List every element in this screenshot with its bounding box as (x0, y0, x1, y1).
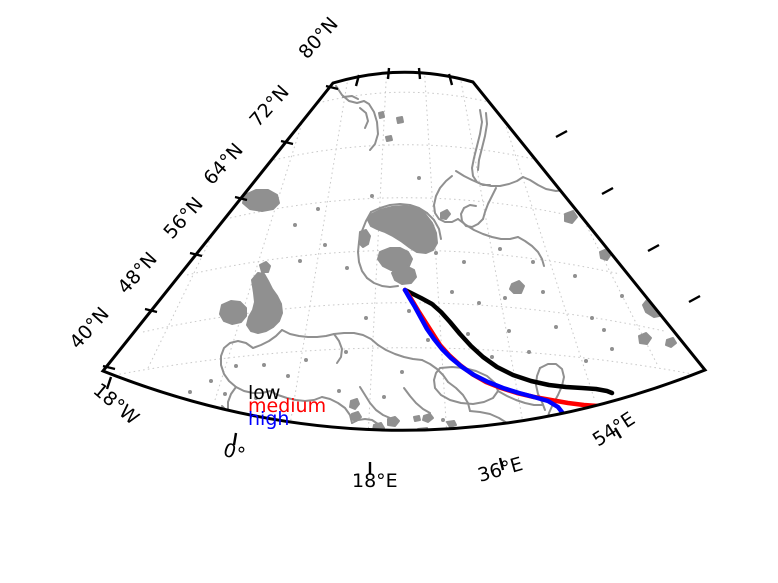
trajectory-low (402, 287, 615, 396)
lat-label-2: 64°N (199, 139, 247, 189)
lon-label-0: 18°W (89, 379, 143, 430)
lat-label-5: 40°N (65, 303, 113, 353)
lon-label-4: 54°E (589, 408, 639, 451)
lon-label-1: 0° (220, 439, 247, 467)
lat-label-1: 72°N (245, 81, 293, 131)
lat-label-0: 80°N (294, 13, 342, 63)
legend-label-low: low (248, 382, 280, 404)
lon-label-3: 36°E (475, 453, 525, 487)
legend-label-medium: medium (248, 395, 326, 417)
coast-speckle (188, 176, 624, 422)
lat-label-3: 56°N (159, 193, 207, 243)
lat-label-4: 48°N (113, 248, 161, 298)
map-border (100, 70, 708, 432)
legend-label-high: high (248, 408, 289, 430)
coastlines (219, 85, 677, 431)
lon-label-2: 18°E (352, 470, 398, 492)
axis-ticks (102, 67, 701, 474)
